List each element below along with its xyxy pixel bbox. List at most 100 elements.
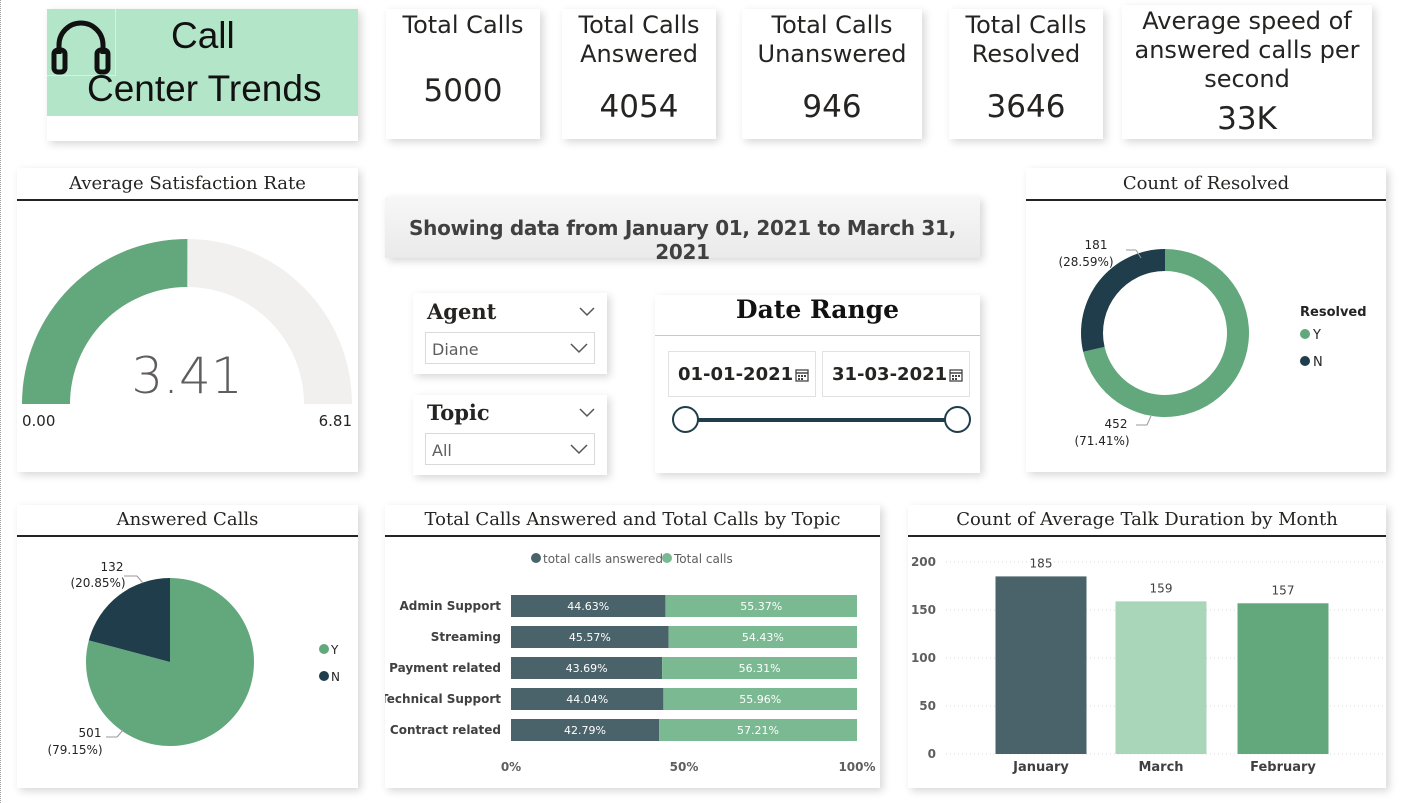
legend-label-y: Y: [1312, 328, 1321, 343]
date-banner: Showing data from January 01, 2021 to Ma…: [385, 197, 980, 264]
bar-segment: [511, 595, 666, 617]
kpi-total-calls: Total Calls 5000: [386, 9, 540, 139]
topic-stacked-bar-chart: total calls answered Total calls Admin S…: [385, 552, 876, 774]
grid-lines: 0 50 100 150 200: [911, 555, 1384, 761]
topic-dropdown-value: All: [432, 441, 452, 460]
y-tick-label: 50: [919, 699, 936, 713]
date-slider-track[interactable]: [685, 418, 957, 422]
chevron-down-icon[interactable]: [579, 303, 595, 319]
kpi-label: second: [1204, 65, 1290, 93]
y-tick-label: 100: [911, 651, 936, 665]
legend-title: Resolved: [1300, 305, 1367, 320]
agent-slicer: Agent Diane: [413, 293, 607, 374]
y-tick-label: 150: [911, 603, 936, 617]
x-tick-label: 50%: [670, 760, 699, 774]
kpi-total-calls-unanswered: Total Calls Unanswered 946: [742, 9, 922, 139]
header-title-line1: Call: [171, 15, 235, 56]
kpi-total-calls-answered: Total Calls Answered 4054: [562, 9, 716, 139]
kpi-label: answered calls per: [1134, 36, 1360, 64]
legend-label-answered: total calls answered: [543, 552, 663, 566]
kpi-label: Total Calls: [965, 11, 1087, 39]
data-label-y-pct: (79.15%): [47, 743, 102, 757]
leader-line: [1146, 415, 1152, 426]
date-banner-text: Showing data from January 01, 2021 to Ma…: [409, 216, 956, 264]
bar-february: [1237, 603, 1329, 754]
legend-marker-y: [1300, 329, 1310, 339]
resolved-donut-card: Count of Resolved 181 (28.59%) 452 (71.4…: [1026, 168, 1386, 472]
kpi-label: Total Calls: [578, 11, 700, 39]
gauge-min-label: 0.00: [22, 412, 55, 430]
leader-line: [116, 729, 124, 738]
data-label: 43.69%: [566, 662, 608, 675]
y-tick-label: 200: [911, 555, 936, 569]
legend-marker-answered: [531, 553, 541, 563]
kpi-label: Resolved: [971, 40, 1081, 68]
legend-label-total: Total calls: [673, 552, 733, 566]
page-edge: [0, 0, 2, 803]
data-label-y-pct: (71.41%): [1074, 434, 1129, 448]
data-label: 44.04%: [566, 693, 608, 706]
pie-slices: [85, 578, 254, 746]
agent-slicer-title: Agent: [427, 299, 497, 324]
month-bars: 185 January 159 March 157 February: [995, 556, 1329, 775]
leader-line: [136, 575, 144, 584]
satisfaction-gauge-card: Average Satisfaction Rate 3.41 0.00 6.81: [17, 168, 358, 472]
resolved-donut-chart: 181 (28.59%) 452 (71.41%) Resolved Y N: [1058, 238, 1367, 448]
bar-january: [995, 576, 1087, 754]
agent-dropdown[interactable]: Diane: [425, 332, 595, 364]
bar-segment: [662, 657, 857, 679]
talk-duration-bar-chart: 0 50 100 150 200 185 January 159 March 157 Februa…: [911, 555, 1384, 775]
header-icon-frame-bottom: [47, 75, 116, 76]
start-date-input[interactable]: 01-01-2021: [668, 351, 816, 397]
chart-title: Average Satisfaction Rate: [69, 173, 306, 194]
data-label: 45.57%: [569, 631, 611, 644]
title-underline: [1026, 199, 1386, 201]
y-tick-label: Admin Support: [400, 599, 502, 613]
title-underline: [385, 535, 880, 537]
chart-title: Count of Resolved: [1122, 173, 1290, 194]
kpi-value: 5000: [423, 73, 503, 109]
data-label: 55.37%: [740, 600, 782, 613]
topic-slicer: Topic All: [413, 395, 607, 475]
legend-label-n: N: [1313, 355, 1323, 370]
bar-segment: [511, 657, 663, 679]
legend-marker-y: [319, 644, 329, 654]
gauge-value: 3.41: [131, 347, 242, 405]
date-range-title: Date Range: [735, 295, 900, 324]
chevron-down-icon[interactable]: [579, 404, 595, 420]
legend-marker-total: [662, 553, 672, 563]
date-slider-end-handle[interactable]: [944, 406, 971, 433]
calendar-icon[interactable]: [795, 368, 809, 382]
data-label: 57.21%: [737, 724, 779, 737]
gauge-fill: [22, 238, 188, 404]
chart-title: Count of Average Talk Duration by Month: [956, 509, 1338, 530]
topic-bars: Admin Support 44.63% 55.37% Streaming 45.57%…: [385, 595, 857, 741]
topic-bar-card: Total Calls Answered and Total Calls by …: [385, 505, 880, 788]
date-slider-start-handle[interactable]: [672, 406, 699, 433]
data-label-y: 452: [1105, 417, 1128, 431]
legend-label-n: N: [331, 670, 340, 684]
bar-march: [1115, 601, 1207, 754]
topic-dropdown[interactable]: All: [425, 433, 595, 465]
y-tick-label: Streaming: [431, 630, 501, 644]
kpi-avg-speed: Average speed of answered calls per seco…: [1122, 5, 1372, 139]
donut-slices: [1081, 249, 1249, 417]
kpi-value: 3646: [986, 89, 1066, 125]
kpi-label: Unanswered: [757, 40, 907, 68]
data-label-n: 181: [1085, 238, 1108, 252]
start-date-value: 01-01-2021: [678, 364, 794, 385]
bar-segment: [511, 719, 660, 741]
agent-dropdown-value: Diane: [432, 340, 479, 359]
y-tick-label: Technical Support: [385, 692, 501, 706]
bar-segment: [511, 688, 664, 710]
header-icon-frame: [115, 9, 116, 75]
y-tick-label: Contract related: [390, 723, 501, 737]
end-date-input[interactable]: 31-03-2021: [822, 351, 970, 397]
header-card: Call Center Trends: [47, 9, 358, 141]
x-tick-label: January: [1012, 760, 1069, 775]
data-label: 54.43%: [742, 631, 784, 644]
kpi-value: 33K: [1217, 101, 1277, 137]
x-tick-label: February: [1250, 760, 1316, 775]
x-tick-label: 0%: [501, 760, 521, 774]
calendar-icon[interactable]: [949, 368, 963, 382]
